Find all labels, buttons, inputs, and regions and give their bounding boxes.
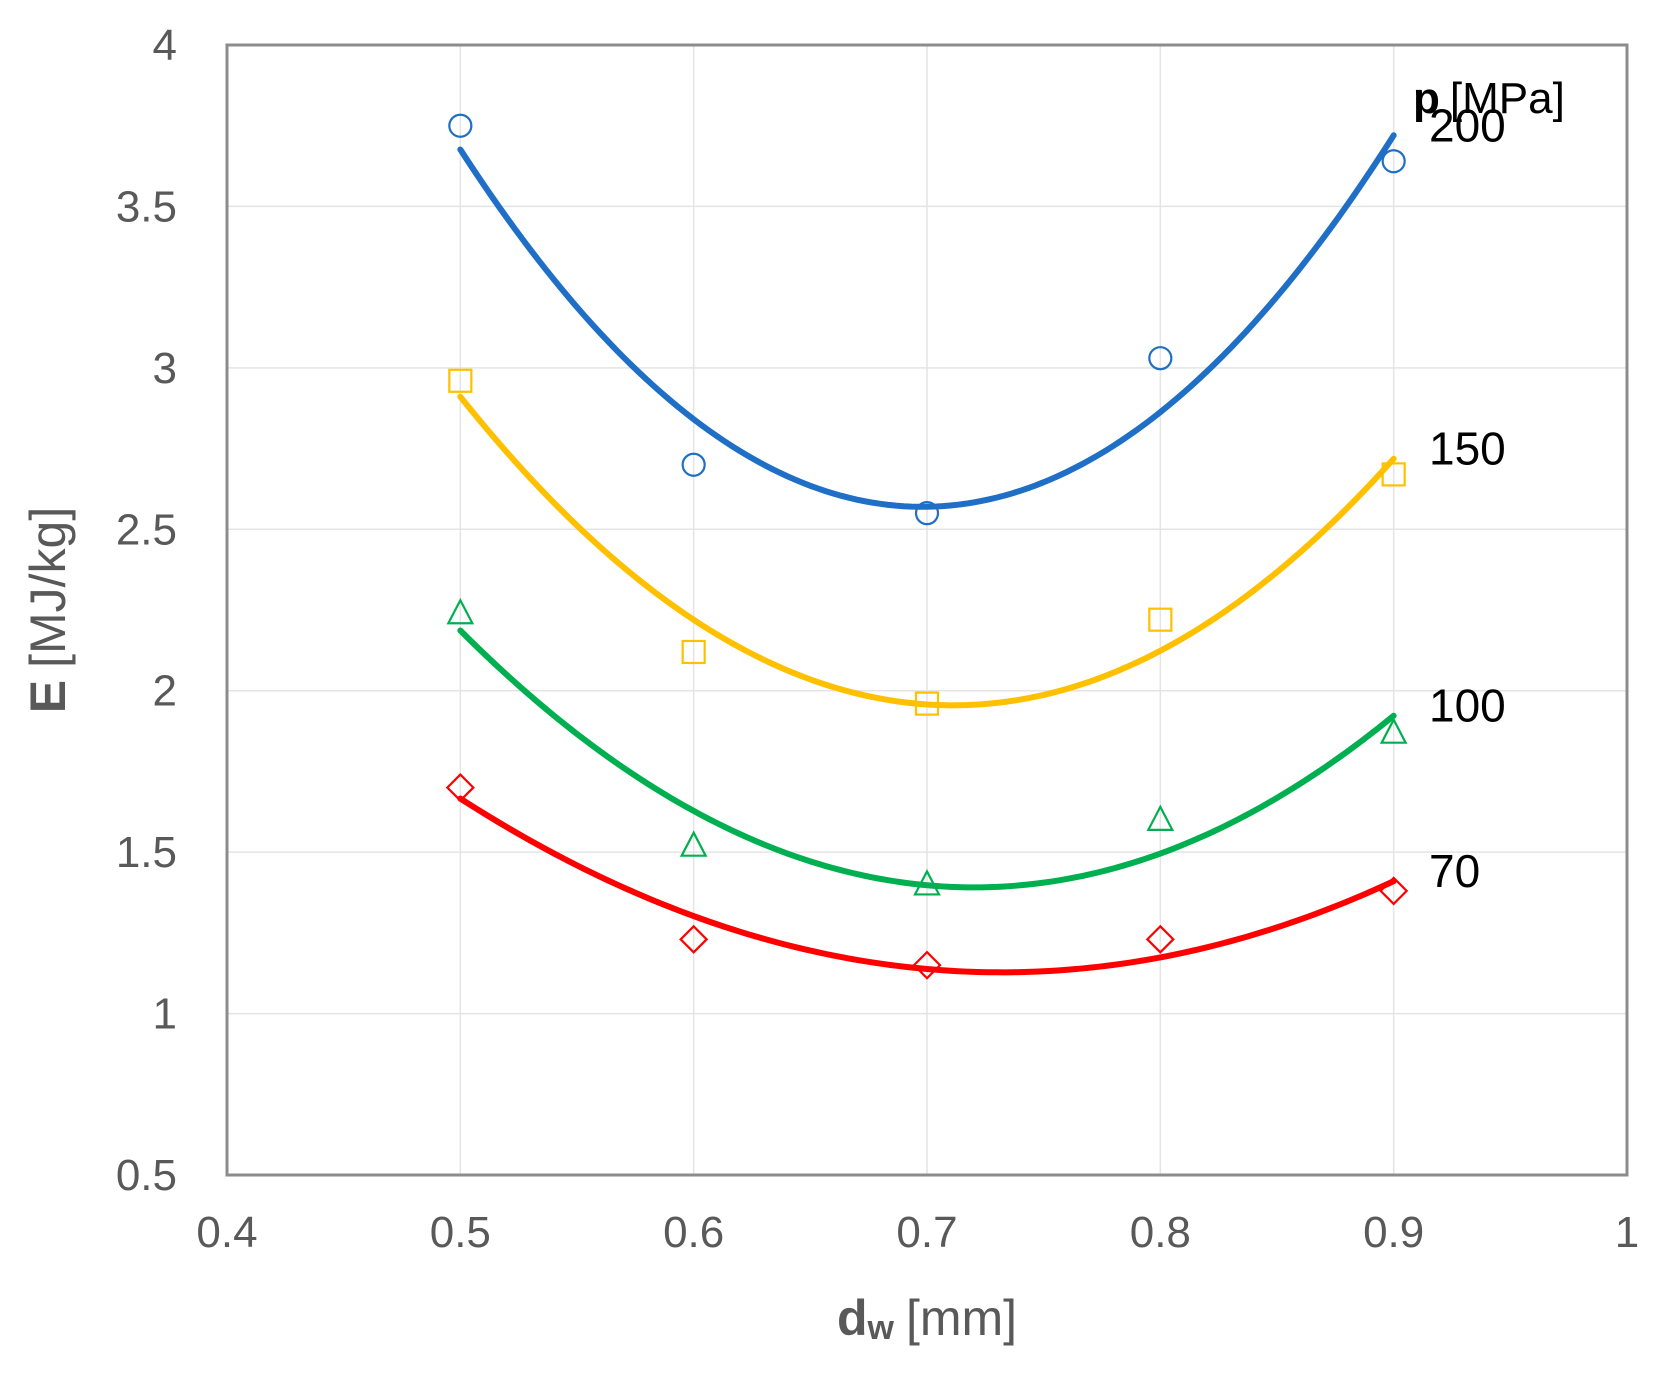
series-label-70: 70 bbox=[1429, 845, 1480, 897]
marker-150-4 bbox=[1381, 462, 1406, 487]
x-tick-label: 0.9 bbox=[1363, 1208, 1424, 1257]
x-tick-label: 0.5 bbox=[430, 1208, 491, 1257]
marker-200-3 bbox=[1148, 346, 1173, 371]
marker-150-1 bbox=[681, 639, 706, 665]
gridlines bbox=[227, 45, 1627, 1175]
data-markers bbox=[445, 113, 1409, 980]
x-axis-label: dw [mm] bbox=[837, 1290, 1017, 1347]
x-tick-label: 0.4 bbox=[196, 1208, 257, 1257]
y-tick-label: 3.5 bbox=[116, 182, 177, 231]
marker-70-2 bbox=[912, 950, 942, 980]
marker-70-0 bbox=[445, 773, 475, 803]
y-tick-label: 3 bbox=[153, 344, 177, 393]
legend-title: p [MPa] bbox=[1413, 74, 1565, 123]
trendlines bbox=[457, 132, 1397, 976]
y-axis-label: E [MJ/kg] bbox=[20, 507, 76, 714]
marker-70-1 bbox=[679, 924, 709, 954]
marker-200-2 bbox=[914, 501, 940, 526]
x-axis-label-symbol: d bbox=[837, 1290, 868, 1346]
x-tick-label: 0.7 bbox=[896, 1208, 957, 1257]
x-tick-label: 1 bbox=[1615, 1208, 1639, 1257]
trendline-100 bbox=[457, 627, 1397, 891]
x-axis-label-subscript: w bbox=[867, 1309, 895, 1347]
y-axis-label-unit: [MJ/kg] bbox=[20, 507, 76, 668]
marker-200-0 bbox=[448, 113, 473, 138]
y-tick-label: 2 bbox=[153, 667, 177, 716]
legend-title-symbol: p bbox=[1413, 74, 1440, 123]
marker-100-2 bbox=[913, 869, 941, 896]
x-tick-label: 0.8 bbox=[1130, 1208, 1191, 1257]
y-axis-label-symbol: E bbox=[20, 680, 76, 713]
y-tick-label: 2.5 bbox=[116, 505, 177, 554]
x-tick-label: 0.6 bbox=[663, 1208, 724, 1257]
marker-200-1 bbox=[681, 452, 706, 477]
marker-150-2 bbox=[914, 691, 940, 716]
y-tick-label: 1.5 bbox=[116, 828, 177, 877]
series-label-150: 150 bbox=[1429, 423, 1506, 475]
legend-title-unit: [MPa] bbox=[1450, 74, 1565, 123]
y-tick-label: 0.5 bbox=[116, 1151, 177, 1200]
marker-100-3 bbox=[1146, 804, 1175, 831]
y-tick-label: 4 bbox=[153, 21, 177, 70]
marker-100-4 bbox=[1379, 717, 1408, 744]
series-label-200: 200 bbox=[1429, 99, 1506, 151]
marker-100-1 bbox=[679, 830, 708, 857]
x-axis-label-unit: [mm] bbox=[906, 1290, 1017, 1346]
series-label-100: 100 bbox=[1429, 680, 1506, 732]
marker-70-4 bbox=[1379, 876, 1409, 906]
marker-150-3 bbox=[1148, 607, 1173, 632]
marker-200-4 bbox=[1381, 149, 1406, 174]
marker-150-0 bbox=[448, 368, 473, 393]
trendline-70 bbox=[457, 795, 1397, 976]
trendline-150 bbox=[457, 393, 1397, 709]
series-labels: 200 150 100 70 bbox=[1429, 99, 1506, 897]
marker-100-0 bbox=[446, 597, 475, 625]
marker-70-3 bbox=[1145, 924, 1175, 954]
plot-frame bbox=[225, 43, 1629, 1177]
tick-labels: 0.4 0.5 0.6 0.7 0.8 0.9 1 0.5 1 1.5 2 2.5 3 3.5 4 bbox=[116, 21, 1639, 1257]
trendline-200 bbox=[457, 132, 1397, 510]
y-tick-label: 1 bbox=[153, 990, 177, 1039]
